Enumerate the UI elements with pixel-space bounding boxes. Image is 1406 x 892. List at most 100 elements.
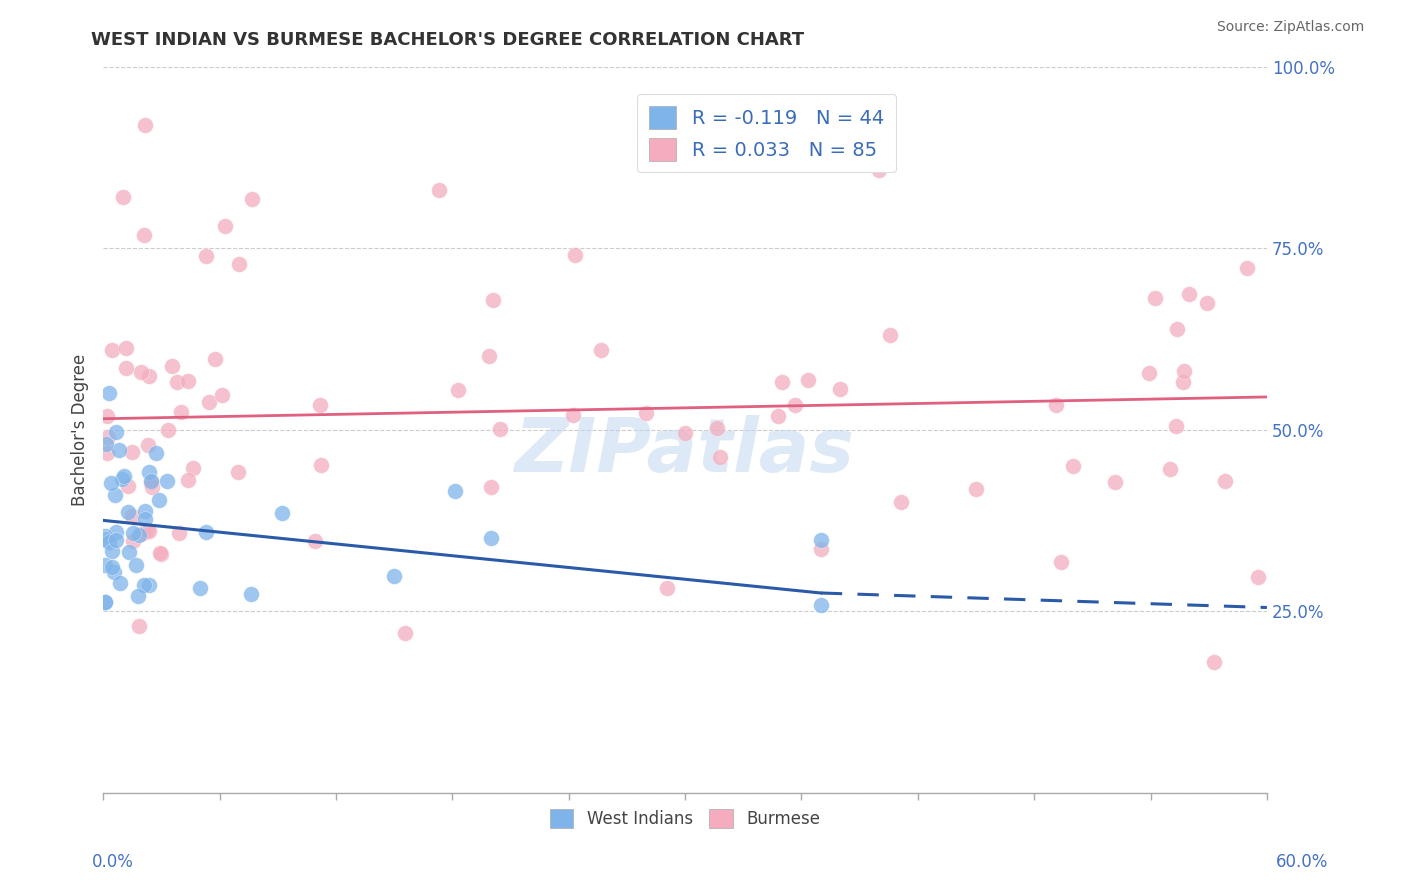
Point: [94, 558, 117, 572]
Legend: West Indians, Burmese: West Indians, Burmese: [543, 803, 827, 835]
Point: [197, 395, 219, 409]
Point: [868, 162, 890, 177]
Point: [156, 423, 179, 437]
Point: [394, 626, 416, 640]
Point: [117, 505, 139, 519]
Point: [783, 398, 806, 412]
Point: [177, 473, 200, 487]
Point: [1143, 291, 1166, 305]
Point: [94, 529, 117, 543]
Point: [188, 581, 211, 595]
Point: [1171, 375, 1194, 389]
Point: [100, 475, 122, 490]
Point: [1137, 366, 1160, 380]
Point: [97, 386, 120, 401]
Point: [134, 512, 156, 526]
Point: [489, 422, 512, 436]
Point: [194, 524, 217, 539]
Point: [155, 475, 177, 489]
Point: [94, 595, 117, 609]
Point: [228, 257, 250, 271]
Point: [121, 445, 143, 459]
Point: [127, 589, 149, 603]
Point: [479, 531, 502, 545]
Point: [148, 493, 170, 508]
Point: [97, 534, 120, 549]
Point: [169, 526, 191, 541]
Point: [673, 425, 696, 440]
Point: [108, 442, 131, 457]
Point: [94, 533, 117, 547]
Point: [706, 421, 728, 435]
Point: [482, 293, 505, 308]
Point: [111, 472, 134, 486]
Point: [134, 504, 156, 518]
Point: [1166, 419, 1188, 434]
Point: [636, 406, 658, 420]
Point: [194, 249, 217, 263]
Point: [138, 578, 160, 592]
Point: [309, 458, 332, 472]
Point: [138, 524, 160, 539]
Point: [138, 369, 160, 384]
Point: [1062, 459, 1084, 474]
Point: [444, 483, 467, 498]
Point: [308, 398, 330, 412]
Point: [128, 619, 150, 633]
Point: [138, 465, 160, 479]
Point: [96, 446, 118, 460]
Point: [166, 375, 188, 389]
Point: [104, 533, 127, 547]
Point: [135, 523, 157, 537]
Text: ZIPatlas: ZIPatlas: [515, 415, 855, 488]
Point: [118, 545, 141, 559]
Point: [145, 446, 167, 460]
Point: [709, 450, 731, 464]
Point: [810, 599, 832, 613]
Text: 0.0%: 0.0%: [91, 853, 134, 871]
Point: [104, 524, 127, 539]
Point: [96, 437, 118, 451]
Point: [965, 483, 987, 497]
Y-axis label: Bachelor's Degree: Bachelor's Degree: [72, 353, 89, 506]
Point: [890, 495, 912, 509]
Point: [124, 558, 146, 573]
Point: [479, 480, 502, 494]
Point: [101, 343, 124, 357]
Point: [96, 409, 118, 423]
Point: [136, 438, 159, 452]
Point: [770, 375, 793, 389]
Text: Source: ZipAtlas.com: Source: ZipAtlas.com: [1216, 20, 1364, 34]
Point: [122, 526, 145, 541]
Point: [561, 408, 583, 422]
Point: [104, 425, 127, 439]
Text: WEST INDIAN VS BURMESE BACHELOR'S DEGREE CORRELATION CHART: WEST INDIAN VS BURMESE BACHELOR'S DEGREE…: [91, 31, 804, 49]
Point: [94, 595, 117, 609]
Point: [240, 587, 263, 601]
Point: [382, 569, 405, 583]
Point: [108, 576, 131, 591]
Point: [115, 341, 138, 355]
Point: [97, 430, 120, 444]
Point: [148, 546, 170, 560]
Point: [128, 528, 150, 542]
Point: [1236, 261, 1258, 276]
Point: [1050, 555, 1073, 569]
Point: [181, 461, 204, 475]
Point: [101, 544, 124, 558]
Point: [129, 366, 152, 380]
Point: [1213, 474, 1236, 488]
Point: [1195, 295, 1218, 310]
Point: [591, 343, 613, 357]
Point: [304, 534, 326, 549]
Point: [879, 328, 901, 343]
Point: [1104, 475, 1126, 489]
Point: [1045, 398, 1067, 412]
Point: [134, 118, 156, 132]
Point: [117, 478, 139, 492]
Point: [121, 508, 143, 523]
Point: [447, 383, 470, 397]
Point: [204, 352, 226, 367]
Point: [149, 547, 172, 561]
Point: [655, 581, 678, 595]
